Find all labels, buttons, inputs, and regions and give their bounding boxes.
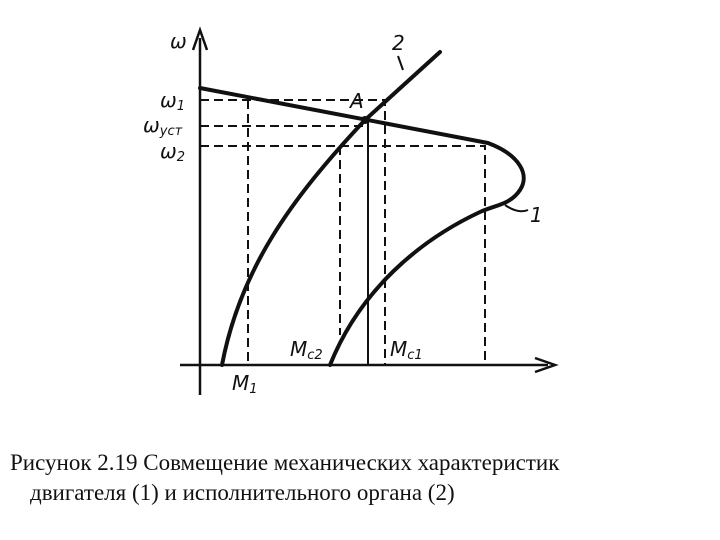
m1-sub: 1 xyxy=(249,382,257,397)
omega-ust-label: ωуст xyxy=(143,113,183,139)
mc1-sub: c1 xyxy=(407,348,422,363)
mc1-label: Mc1 xyxy=(390,337,423,363)
omega1-sub: 1 xyxy=(177,99,185,114)
leader-1 xyxy=(504,204,529,213)
m1-base: M xyxy=(232,371,249,395)
omega-ust-base: ω xyxy=(143,113,160,137)
y-arrow xyxy=(191,26,209,51)
caption-line: Рисунок 2.19 Совмещение механических хар… xyxy=(10,450,560,475)
caption-line: двигателя (1) и исполнительного органа (… xyxy=(30,480,455,505)
curve-2 xyxy=(220,50,442,367)
mc2-label: Mc2 xyxy=(290,337,323,363)
omega2-sub: 2 xyxy=(177,150,185,165)
omega2-base: ω xyxy=(160,139,177,163)
point-a-label: A xyxy=(348,89,364,113)
x-arrow xyxy=(534,356,559,374)
m1-label: M1 xyxy=(232,371,258,397)
omega1-base: ω xyxy=(160,88,177,112)
curve2-label: 2 xyxy=(392,31,405,55)
omega2-guide xyxy=(200,145,486,365)
point-a xyxy=(361,116,369,124)
curve-1 xyxy=(198,86,526,367)
omega2-label: ω2 xyxy=(160,139,185,165)
mc2-base: M xyxy=(290,337,307,361)
leader-2 xyxy=(397,55,404,71)
omega1-label: ω1 xyxy=(160,88,185,114)
mc1-base: M xyxy=(390,337,407,361)
omega1-guide xyxy=(200,99,386,365)
omega-label: ω xyxy=(170,29,187,53)
caption: Рисунок 2.19 Совмещение механических хар… xyxy=(10,448,715,508)
curve1-label: 1 xyxy=(530,203,543,227)
omega-ust-sub: уст xyxy=(159,124,183,139)
mc2-sub: c2 xyxy=(307,348,322,363)
